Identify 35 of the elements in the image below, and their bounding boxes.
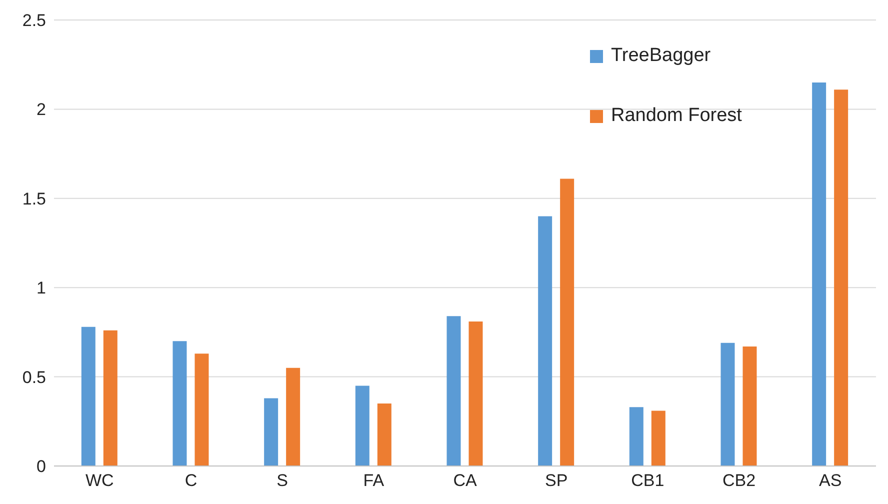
bar [629,407,644,466]
bar [264,398,278,466]
bar [103,330,118,466]
bar [355,386,370,466]
legend-label: TreeBagger [611,45,711,67]
bar [172,341,187,466]
bar [812,82,826,466]
bar [446,316,461,466]
y-tick-label: 1.5 [22,189,46,208]
x-tick-label: S [276,471,288,490]
y-tick-label: 0 [36,457,46,476]
legend-label: Random Forest [611,105,742,127]
bar [720,342,735,466]
y-tick-label: 2.5 [22,11,46,30]
y-tick-label: 2 [36,100,46,120]
bar [81,326,96,466]
x-tick-label: CB1 [631,471,664,490]
x-tick-label: FA [363,471,385,490]
bar [651,410,666,466]
bar [560,178,574,466]
y-tick-label: 1 [36,278,46,298]
x-tick-label: WC [86,471,114,490]
x-tick-label: AS [818,471,842,490]
x-tick-label: SP [544,471,568,490]
bar [468,321,483,466]
x-tick-label: C [184,471,198,490]
x-tick-label: CB2 [722,471,756,490]
bar [742,346,757,466]
y-tick-label: 0.5 [22,368,46,387]
bar [538,216,552,466]
bar [834,90,848,466]
x-tick-label: CA [453,471,478,490]
bar [377,404,392,466]
bar [286,368,300,466]
bar [194,354,209,466]
